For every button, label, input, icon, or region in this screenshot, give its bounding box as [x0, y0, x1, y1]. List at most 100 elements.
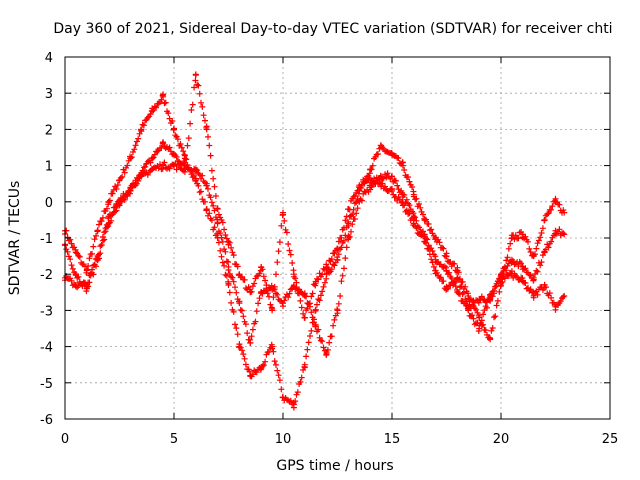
data-point: [552, 198, 559, 205]
data-point: [530, 292, 537, 299]
data-point: [116, 177, 123, 184]
data-point: [301, 314, 308, 321]
data-point: [367, 166, 374, 173]
data-point: [171, 151, 177, 158]
data-point: [149, 166, 156, 173]
y-tick-label: 1: [45, 160, 53, 175]
data-point: [541, 282, 548, 289]
y-tick-label: -4: [40, 341, 53, 356]
data-point: [72, 282, 79, 289]
data-point: [378, 144, 385, 151]
data-point: [312, 278, 319, 285]
data-point: [541, 249, 548, 256]
x-axis-title: GPS time / hours: [276, 458, 393, 474]
data-point: [301, 361, 308, 368]
data-point: [269, 307, 276, 314]
data-point: [508, 256, 515, 263]
y-tick-label: 0: [45, 196, 53, 211]
data-point: [236, 300, 243, 307]
data-point: [399, 202, 406, 209]
x-tick-label: 25: [602, 432, 619, 447]
data-point: [160, 93, 167, 100]
y-tick-label: -1: [40, 232, 53, 247]
data-point: [280, 209, 286, 216]
data-point: [94, 253, 101, 260]
x-tick-label: 0: [61, 432, 69, 447]
axis-ticks: 0 5 10 15 20 25 -6 -5 -4 -3 -2 -1 0 1 2 3 4: [40, 51, 618, 447]
data-point: [561, 231, 568, 238]
data-point: [236, 343, 243, 350]
data-point: [323, 263, 330, 270]
data-point: [105, 213, 112, 220]
data-point: [258, 289, 265, 296]
data-point: [301, 292, 308, 299]
y-tick-label: 3: [45, 87, 53, 102]
chart-title: Day 360 of 2021, Sidereal Day-to-day VTE…: [53, 21, 612, 37]
data-point: [181, 166, 188, 173]
x-tick-label: 15: [384, 432, 401, 447]
data-point: [149, 155, 156, 162]
data-point: [312, 307, 319, 314]
data-point: [530, 274, 537, 281]
data-point: [72, 271, 79, 278]
data-point: [258, 263, 265, 270]
data-series: [62, 71, 568, 411]
y-tick-label: -6: [40, 413, 53, 428]
data-point: [508, 235, 515, 241]
data-point: [225, 238, 232, 245]
data-point: [334, 307, 341, 314]
y-tick-label: -3: [40, 304, 53, 319]
data-point: [203, 126, 210, 133]
y-tick-label: -5: [40, 377, 53, 392]
data-point: [171, 162, 177, 169]
data-point: [443, 267, 450, 274]
data-point: [203, 180, 210, 187]
data-point: [530, 253, 537, 260]
y-tick-label: 2: [45, 123, 53, 138]
data-point: [454, 274, 461, 281]
data-point: [389, 187, 395, 194]
data-point: [290, 271, 297, 278]
data-point: [541, 216, 548, 223]
data-point: [83, 267, 90, 274]
data-point: [247, 339, 254, 346]
data-point: [138, 126, 145, 133]
series-marks: [62, 91, 567, 411]
data-point: [171, 126, 177, 133]
data-point: [247, 372, 254, 379]
data-point: [432, 267, 439, 274]
data-point: [345, 235, 352, 241]
data-point: [323, 350, 330, 357]
series-marks: [62, 71, 567, 321]
series-B: [62, 139, 568, 358]
series-A: [62, 91, 568, 411]
y-tick-label: 4: [45, 51, 53, 66]
data-point: [465, 292, 472, 299]
data-point: [561, 292, 568, 299]
data-point: [192, 72, 199, 79]
data-point: [421, 238, 428, 245]
data-point: [443, 285, 450, 292]
data-point: [345, 220, 352, 227]
data-point: [389, 151, 395, 158]
data-point: [225, 282, 232, 289]
data-point: [127, 184, 134, 191]
data-point: [247, 289, 254, 296]
data-point: [399, 162, 406, 169]
data-point: [454, 267, 461, 274]
y-tick-label: -2: [40, 268, 53, 283]
data-point: [236, 271, 243, 278]
data-point: [552, 227, 559, 234]
data-point: [399, 191, 406, 198]
data-point: [258, 365, 265, 372]
x-tick-label: 5: [170, 432, 178, 447]
data-point: [498, 274, 504, 281]
data-point: [280, 394, 286, 401]
data-point: [138, 173, 145, 180]
data-point: [389, 173, 395, 180]
data-point: [214, 206, 221, 213]
data-point: [334, 245, 341, 252]
data-point: [334, 256, 341, 263]
x-tick-label: 10: [275, 432, 292, 447]
